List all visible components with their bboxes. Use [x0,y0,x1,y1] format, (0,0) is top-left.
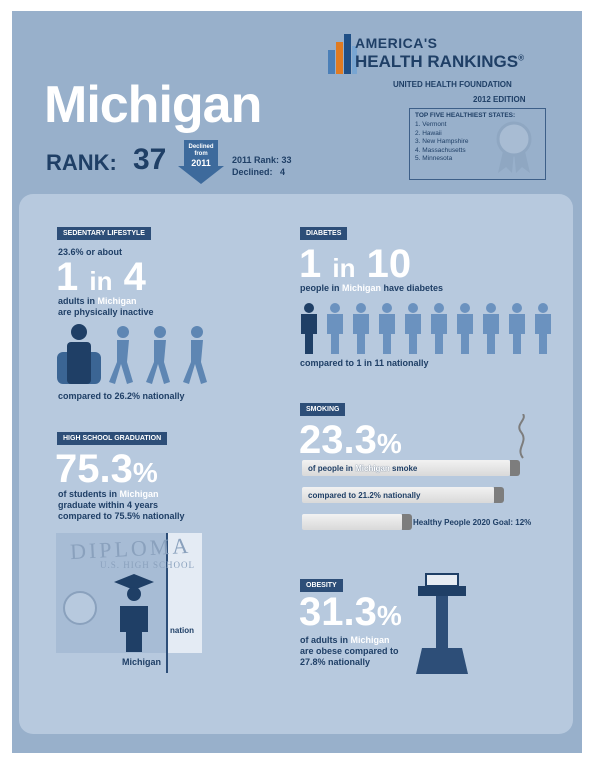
ribbon-icon [496,121,532,173]
top-five-title: TOP FIVE HEALTHIEST STATES: [415,112,516,119]
walking-person-icon [109,326,133,384]
smoking-bar1-label: of people in Michigan smoke [308,464,418,473]
declined-line3: 2011 [191,158,211,168]
rank-label: RANK: [46,150,117,175]
top-five-item: 3. New Hampshire [415,138,469,145]
tag-graduation: HIGH SCHOOL GRADUATION [57,432,168,445]
top-five-item: 1. Vermont [415,121,447,128]
diabetes-people-row [301,303,551,354]
top-five-item: 4. Massachusetts [415,146,466,154]
top-five-item: 5. Minnesota [415,155,453,162]
graduation-value: 75.3% [55,447,158,491]
tag-smoking: SMOKING [300,403,346,416]
scale-icon [416,573,468,674]
graduation-line1: of students in Michigan [58,489,159,499]
tag-sedentary: SEDENTARY LIFESTYLE [57,227,151,240]
cigarette-tip [494,487,504,503]
smoking-bar2-label: compared to 21.2% nationally [308,491,421,500]
top-five-list: 1. Vermont 2. Hawaii 3. New Hampshire 4.… [415,121,468,164]
top-five-box: TOP FIVE HEALTHIEST STATES: 1. Vermont 2… [409,108,546,180]
sedentary-ratio: 1 in 4 [56,255,146,299]
diploma-divider [166,533,168,673]
graduation-line2: graduate within 4 years [58,500,159,510]
smoking-value: 23.3% [299,418,402,462]
diabetes-ratio: 1 in 10 [299,242,412,286]
diabetes-line: people in Michigan have diabetes [300,283,444,293]
rank-info: 2011 Rank: 33 Declined: 4 [232,155,292,177]
person-icon [301,303,317,354]
person-icon [483,303,499,354]
person-icon [353,303,369,354]
person-icon [509,303,525,354]
seated-person-icon [57,324,101,384]
graduation-line3: compared to 75.5% nationally [58,511,185,521]
cigarette-bar [302,460,510,476]
smoking-bar3-label: Healthy People 2020 Goal: 12% [413,518,532,527]
state-title: Michigan [44,76,262,134]
graduation-nation-label: nation [170,626,194,635]
person-icon [535,303,551,354]
person-icon [327,303,343,354]
person-icon [457,303,473,354]
cigarette-bar [302,487,494,503]
declined-line2: from [194,151,208,157]
top-five-item: 2. Hawaii [415,129,442,137]
sedentary-pre: 23.6% or about [58,247,123,257]
diploma-subtext: U.S. HIGH SCHOOL [100,560,196,570]
cigarette-bar [302,514,402,530]
sedentary-line1: adults in Michigan [58,296,137,306]
obesity-line1: of adults in Michigan [300,635,390,645]
person-icon [379,303,395,354]
sedentary-figures [57,324,207,384]
smoke-icon [518,414,525,459]
obesity-value: 31.3% [299,590,402,634]
down-arrow-icon [178,140,224,184]
declined-arrow: Declined from 2011 [178,140,224,189]
graduation-state-label: Michigan [122,657,162,667]
obesity-line2: are obese compared to [300,646,399,656]
declined-line1: Declined [188,144,214,150]
walking-person-icon [146,326,170,384]
logo-line1: AMERICA'S [355,35,438,51]
bar-chart-logo-icon [328,34,357,74]
rank-value: 37 [133,143,167,176]
sedentary-compare: compared to 26.2% nationally [58,391,185,401]
diploma-seal-icon [63,591,97,625]
edition-label: 2012 EDITION [473,95,526,104]
person-icon [431,303,447,354]
logo-line2: HEALTH RANKINGS® [355,52,524,71]
sedentary-line2: are physically inactive [58,307,154,317]
logo-subtitle: UNITED HEALTH FOUNDATION [393,80,512,89]
walking-person-icon [183,326,207,384]
tag-obesity: OBESITY [300,579,343,592]
cigarette-tip [402,514,412,530]
cigarette-tip [510,460,520,476]
tag-diabetes: DIABETES [300,227,348,240]
graduate-icon [114,574,154,652]
diploma-nation-strip [168,533,202,653]
obesity-line3: 27.8% nationally [300,657,371,667]
person-icon [405,303,421,354]
diabetes-compare: compared to 1 in 11 nationally [300,358,429,368]
